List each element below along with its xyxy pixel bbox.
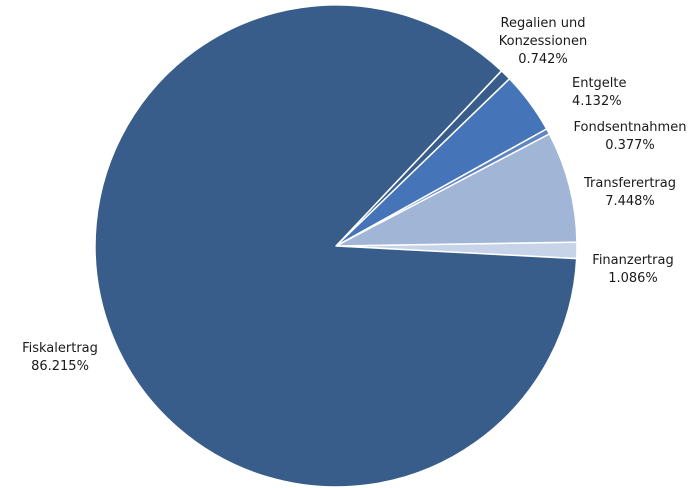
data-label-fondsentnahmen: Fondsentnahmen 0.377% (574, 120, 687, 153)
pie-slice-fiskalertrag (94, 4, 578, 488)
data-label-fiskalertrag: Fiskalertrag 86.215% (22, 341, 98, 374)
pie-slice-transferertrag (335, 133, 578, 247)
data-label-entgelte: Entgelte 4.132% (572, 76, 627, 109)
data-label-regalien-und-konzessionen: Regalien und Konzessionen 0.742% (499, 16, 587, 67)
data-label-transferertrag: Transferertrag 7.448% (583, 176, 676, 209)
data-label-finanzertrag: Finanzertrag 1.086% (592, 253, 673, 286)
